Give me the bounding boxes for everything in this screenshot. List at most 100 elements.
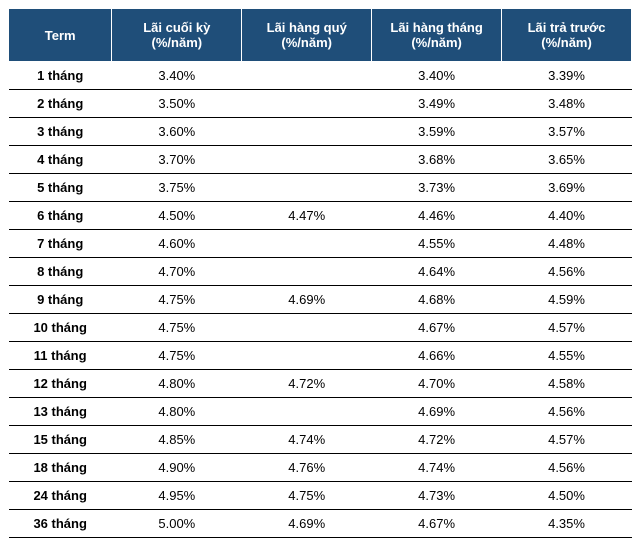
cell-monthly: 3.40% — [372, 62, 502, 90]
cell-term: 10 tháng — [9, 314, 112, 342]
cell-term: 13 tháng — [9, 398, 112, 426]
table-row: 12 tháng4.80%4.72%4.70%4.58% — [9, 370, 632, 398]
cell-end: 3.40% — [112, 62, 242, 90]
cell-prepaid: 4.56% — [502, 398, 632, 426]
cell-term: 18 tháng — [9, 454, 112, 482]
cell-end: 3.50% — [112, 90, 242, 118]
table-body: 1 tháng3.40%3.40%3.39%2 tháng3.50%3.49%3… — [9, 62, 632, 538]
cell-quarterly — [242, 174, 372, 202]
cell-term: 15 tháng — [9, 426, 112, 454]
table-row: 4 tháng3.70% 3.68%3.65% — [9, 146, 632, 174]
col-end: Lãi cuối kỳ (%/năm) — [112, 9, 242, 62]
cell-end: 4.75% — [112, 342, 242, 370]
cell-end: 4.50% — [112, 202, 242, 230]
cell-monthly: 4.46% — [372, 202, 502, 230]
cell-term: 6 tháng — [9, 202, 112, 230]
cell-monthly: 4.67% — [372, 314, 502, 342]
cell-prepaid: 3.65% — [502, 146, 632, 174]
col-monthly: Lãi hàng tháng (%/năm) — [372, 9, 502, 62]
cell-quarterly — [242, 62, 372, 90]
cell-monthly: 4.72% — [372, 426, 502, 454]
cell-monthly: 4.74% — [372, 454, 502, 482]
table-row: 10 tháng4.75% 4.67%4.57% — [9, 314, 632, 342]
cell-prepaid: 4.55% — [502, 342, 632, 370]
cell-monthly: 4.68% — [372, 286, 502, 314]
cell-monthly: 3.59% — [372, 118, 502, 146]
cell-term: 12 tháng — [9, 370, 112, 398]
cell-quarterly — [242, 398, 372, 426]
cell-end: 4.75% — [112, 286, 242, 314]
cell-monthly: 3.68% — [372, 146, 502, 174]
cell-prepaid: 4.48% — [502, 230, 632, 258]
cell-quarterly — [242, 230, 372, 258]
table-row: 5 tháng3.75%3.73%3.69% — [9, 174, 632, 202]
cell-term: 7 tháng — [9, 230, 112, 258]
table-row: 1 tháng3.40%3.40%3.39% — [9, 62, 632, 90]
cell-end: 4.80% — [112, 370, 242, 398]
cell-monthly: 4.64% — [372, 258, 502, 286]
cell-prepaid: 3.48% — [502, 90, 632, 118]
cell-monthly: 4.73% — [372, 482, 502, 510]
cell-quarterly — [242, 146, 372, 174]
table-row: 6 tháng4.50%4.47%4.46%4.40% — [9, 202, 632, 230]
cell-monthly: 3.73% — [372, 174, 502, 202]
cell-monthly: 3.49% — [372, 90, 502, 118]
table-row: 11 tháng4.75% 4.66%4.55% — [9, 342, 632, 370]
table-row: 2 tháng3.50% 3.49%3.48% — [9, 90, 632, 118]
cell-end: 4.60% — [112, 230, 242, 258]
cell-quarterly — [242, 258, 372, 286]
cell-prepaid: 3.57% — [502, 118, 632, 146]
cell-term: 11 tháng — [9, 342, 112, 370]
cell-monthly: 4.70% — [372, 370, 502, 398]
cell-prepaid: 4.40% — [502, 202, 632, 230]
cell-quarterly — [242, 118, 372, 146]
cell-term: 2 tháng — [9, 90, 112, 118]
col-prepaid: Lãi trả trước (%/năm) — [502, 9, 632, 62]
cell-end: 4.80% — [112, 398, 242, 426]
cell-term: 3 tháng — [9, 118, 112, 146]
cell-prepaid: 4.56% — [502, 258, 632, 286]
table-row: 8 tháng4.70%4.64%4.56% — [9, 258, 632, 286]
cell-quarterly: 4.75% — [242, 482, 372, 510]
cell-quarterly: 4.69% — [242, 286, 372, 314]
cell-term: 1 tháng — [9, 62, 112, 90]
col-term: Term — [9, 9, 112, 62]
cell-end: 4.95% — [112, 482, 242, 510]
cell-prepaid: 3.39% — [502, 62, 632, 90]
cell-prepaid: 4.57% — [502, 314, 632, 342]
table-row: 7 tháng4.60% 4.55%4.48% — [9, 230, 632, 258]
cell-prepaid: 4.57% — [502, 426, 632, 454]
cell-end: 4.85% — [112, 426, 242, 454]
cell-monthly: 4.66% — [372, 342, 502, 370]
cell-term: 4 tháng — [9, 146, 112, 174]
cell-prepaid: 4.58% — [502, 370, 632, 398]
cell-prepaid: 4.56% — [502, 454, 632, 482]
cell-end: 3.70% — [112, 146, 242, 174]
cell-term: 8 tháng — [9, 258, 112, 286]
cell-monthly: 4.55% — [372, 230, 502, 258]
table-row: 9 tháng4.75%4.69%4.68%4.59% — [9, 286, 632, 314]
cell-prepaid: 4.50% — [502, 482, 632, 510]
cell-quarterly — [242, 314, 372, 342]
cell-quarterly: 4.72% — [242, 370, 372, 398]
cell-quarterly: 4.76% — [242, 454, 372, 482]
table-row: 3 tháng3.60% 3.59%3.57% — [9, 118, 632, 146]
interest-rate-table: Term Lãi cuối kỳ (%/năm) Lãi hàng quý (%… — [8, 8, 632, 538]
table-row: 13 tháng4.80% 4.69%4.56% — [9, 398, 632, 426]
cell-monthly: 4.69% — [372, 398, 502, 426]
table-row: 15 tháng4.85%4.74%4.72%4.57% — [9, 426, 632, 454]
cell-quarterly — [242, 90, 372, 118]
cell-end: 4.90% — [112, 454, 242, 482]
cell-end: 3.75% — [112, 174, 242, 202]
col-quarterly: Lãi hàng quý (%/năm) — [242, 9, 372, 62]
cell-end: 3.60% — [112, 118, 242, 146]
table-row: 18 tháng4.90%4.76%4.74%4.56% — [9, 454, 632, 482]
cell-quarterly — [242, 342, 372, 370]
cell-term: 9 tháng — [9, 286, 112, 314]
cell-term: 24 tháng — [9, 482, 112, 510]
cell-prepaid: 3.69% — [502, 174, 632, 202]
table-row: 24 tháng4.95%4.75%4.73%4.50% — [9, 482, 632, 510]
cell-prepaid: 4.59% — [502, 286, 632, 314]
cell-quarterly: 4.47% — [242, 202, 372, 230]
cell-end: 4.75% — [112, 314, 242, 342]
